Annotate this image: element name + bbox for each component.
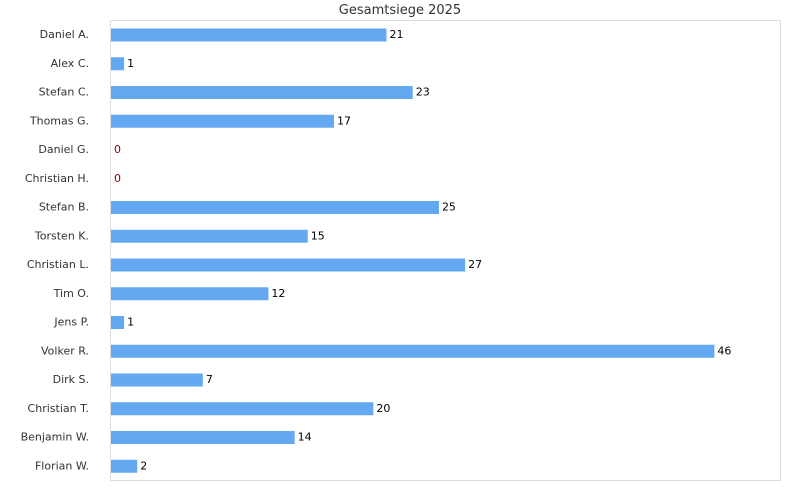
plot-frame [110, 20, 781, 481]
value-label-15: 2 [140, 459, 147, 472]
value-label-8: 27 [468, 258, 482, 271]
value-label-6: 25 [442, 201, 456, 214]
bar-7 [111, 229, 308, 243]
bars-group [111, 28, 715, 473]
category-label-3: Thomas G. [29, 114, 89, 127]
bar-12 [111, 373, 203, 387]
category-label-9: Tim O. [53, 287, 89, 300]
category-label-12: Dirk S. [53, 373, 89, 386]
bar-6 [111, 201, 439, 214]
category-label-5: Christian H. [25, 172, 89, 185]
category-label-6: Stefan B. [39, 201, 89, 214]
bar-11 [111, 344, 715, 358]
bar-0 [111, 28, 387, 42]
category-label-10: Jens P. [53, 316, 89, 329]
value-label-9: 12 [271, 287, 285, 300]
value-label-14: 14 [298, 431, 312, 444]
category-label-4: Daniel G. [38, 143, 89, 156]
bar-14 [111, 431, 295, 444]
bar-8 [111, 258, 466, 272]
bar-9 [111, 287, 269, 301]
value-label-2: 23 [416, 86, 430, 99]
value-label-10: 1 [127, 316, 134, 329]
bar-13 [111, 402, 374, 416]
value-label-7: 15 [311, 229, 325, 242]
category-label-2: Stefan C. [39, 86, 89, 99]
value-label-3: 17 [337, 114, 351, 127]
category-label-13: Christian T. [28, 402, 89, 415]
category-labels-group: Daniel A. Alex C. Stefan C. Thomas G. Daniel… [21, 28, 89, 472]
bar-3 [111, 114, 334, 128]
value-label-0: 21 [389, 28, 403, 41]
value-label-4: 0 [114, 143, 121, 156]
value-label-11: 46 [717, 344, 731, 357]
category-label-14: Benjamin W. [21, 431, 89, 444]
chart-title: Gesamtsiege 2025 [338, 3, 462, 18]
category-label-15: Florian W. [35, 459, 89, 472]
value-label-12: 7 [206, 373, 213, 386]
category-label-1: Alex C. [51, 57, 89, 70]
value-label-1: 1 [127, 57, 134, 70]
bar-2 [111, 86, 413, 99]
bar-15 [111, 459, 138, 473]
category-label-0: Daniel A. [40, 28, 89, 41]
category-label-8: Christian L. [27, 258, 89, 271]
category-label-7: Torsten K. [34, 229, 89, 242]
category-label-11: Volker R. [41, 344, 89, 357]
value-label-5: 0 [114, 172, 121, 185]
value-label-13: 20 [376, 402, 390, 415]
bar-1 [111, 57, 125, 71]
value-labels-group: 21 1 23 17 0 0 25 15 27 12 1 46 7 20 14 2 [114, 28, 731, 472]
bar-10 [111, 316, 125, 329]
